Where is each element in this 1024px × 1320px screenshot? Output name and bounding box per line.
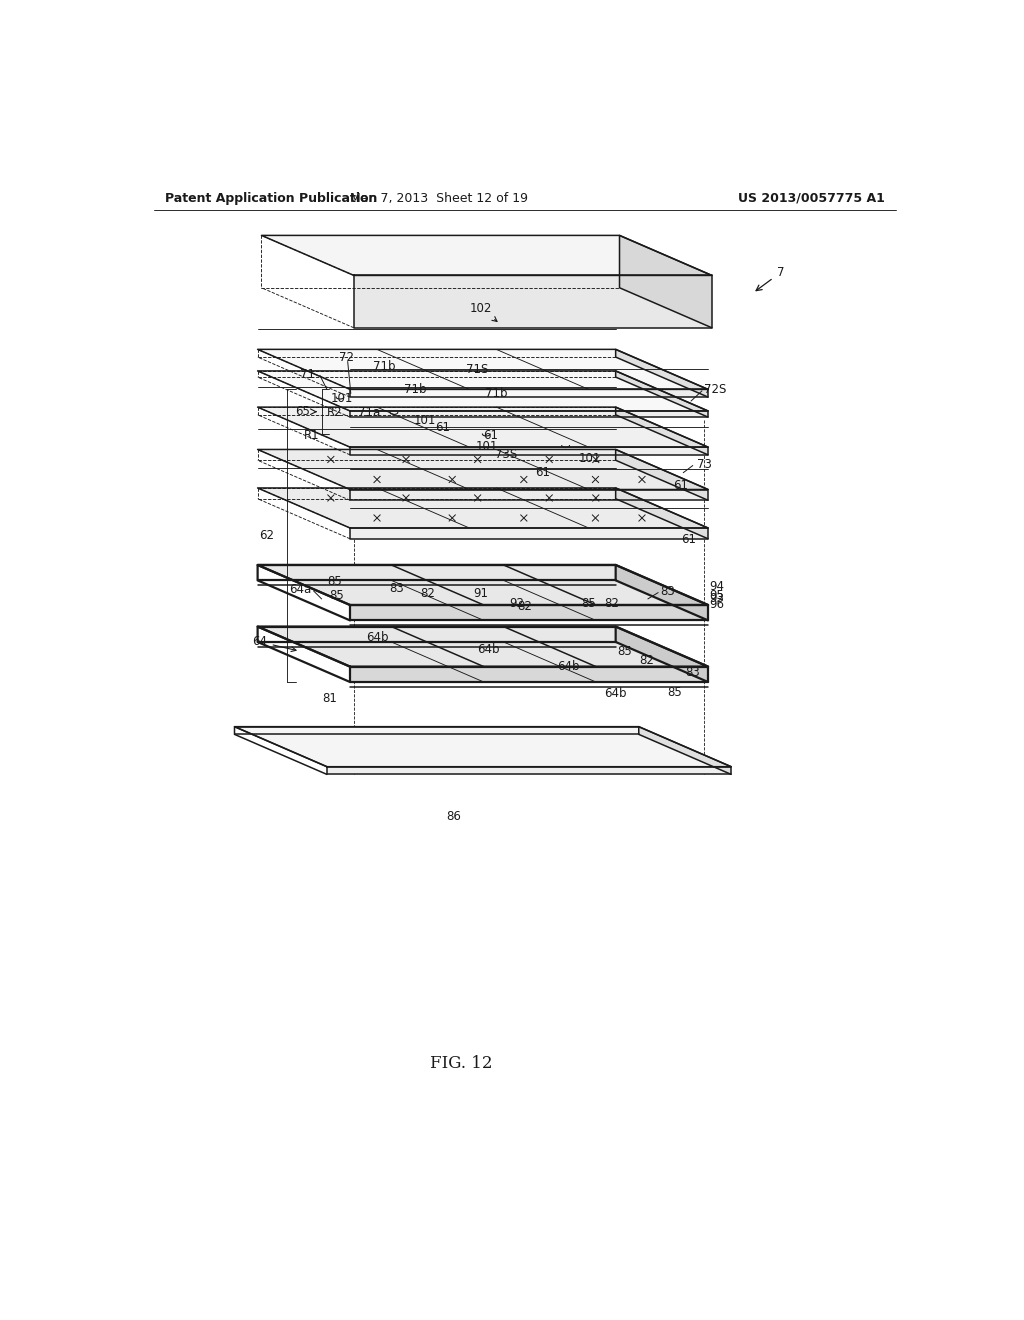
Text: 83: 83 (685, 667, 699, 680)
Text: 91: 91 (473, 587, 488, 601)
Polygon shape (350, 490, 708, 500)
Text: 73: 73 (696, 458, 712, 471)
Polygon shape (615, 449, 708, 500)
Text: 64b: 64b (557, 660, 580, 673)
Text: 64a: 64a (289, 583, 311, 597)
Text: 72S: 72S (705, 383, 727, 396)
Text: 83: 83 (660, 585, 675, 598)
Polygon shape (258, 565, 708, 605)
Polygon shape (615, 371, 708, 417)
Text: 82: 82 (517, 601, 532, 612)
Polygon shape (234, 726, 731, 767)
Polygon shape (615, 407, 708, 455)
Polygon shape (354, 276, 712, 327)
Text: 85: 85 (667, 685, 682, 698)
Text: 71b: 71b (404, 383, 427, 396)
Text: 85: 85 (330, 589, 344, 602)
Text: 65: 65 (295, 405, 309, 418)
Polygon shape (258, 627, 708, 667)
Text: US 2013/0057775 A1: US 2013/0057775 A1 (738, 191, 885, 205)
Text: R1: R1 (304, 429, 319, 442)
Text: 83: 83 (389, 582, 403, 594)
Text: 82: 82 (604, 597, 620, 610)
Text: 73S: 73S (496, 449, 517, 462)
Polygon shape (258, 350, 708, 389)
Text: 64: 64 (253, 635, 296, 652)
Polygon shape (350, 447, 708, 455)
Text: 61: 61 (535, 466, 550, 479)
Polygon shape (615, 350, 708, 397)
Polygon shape (350, 528, 708, 539)
Polygon shape (258, 449, 708, 490)
Polygon shape (327, 767, 731, 775)
Text: 7: 7 (777, 265, 784, 279)
Text: FIG. 12: FIG. 12 (430, 1055, 493, 1072)
Text: 64b: 64b (477, 643, 500, 656)
Text: 102: 102 (470, 302, 497, 322)
Polygon shape (615, 488, 708, 539)
Polygon shape (350, 389, 708, 397)
Polygon shape (615, 565, 708, 620)
Text: 64b: 64b (604, 686, 627, 700)
Text: 71b: 71b (374, 360, 396, 372)
Text: 61: 61 (435, 421, 450, 434)
Polygon shape (350, 411, 708, 417)
Text: 82: 82 (420, 587, 435, 601)
Polygon shape (258, 407, 708, 447)
Text: 64b: 64b (366, 631, 388, 644)
Text: 85: 85 (617, 644, 632, 657)
Text: 72: 72 (339, 351, 353, 363)
Text: 81: 81 (322, 693, 337, 705)
Polygon shape (258, 371, 708, 411)
Text: 101: 101 (414, 413, 436, 426)
Text: 86: 86 (446, 810, 462, 824)
Text: 85: 85 (328, 576, 342, 589)
Text: 101: 101 (331, 392, 353, 405)
Text: 61: 61 (674, 479, 688, 492)
Polygon shape (620, 235, 712, 327)
Text: 92: 92 (510, 597, 524, 610)
Text: 101: 101 (475, 440, 498, 453)
Text: 94: 94 (710, 579, 725, 593)
Polygon shape (639, 726, 731, 775)
Text: 93: 93 (710, 593, 724, 606)
Text: 71b: 71b (485, 387, 508, 400)
Text: Patent Application Publication: Patent Application Publication (165, 191, 378, 205)
Polygon shape (615, 627, 708, 682)
Text: Mar. 7, 2013  Sheet 12 of 19: Mar. 7, 2013 Sheet 12 of 19 (349, 191, 527, 205)
Text: 71S: 71S (466, 363, 488, 376)
Polygon shape (350, 605, 708, 620)
Text: 62: 62 (259, 529, 274, 543)
Polygon shape (350, 667, 708, 682)
Text: 71: 71 (300, 367, 315, 380)
Text: 71a: 71a (358, 407, 380, 418)
Text: R2: R2 (327, 407, 342, 418)
Text: 95: 95 (710, 589, 724, 602)
Text: 85: 85 (582, 597, 596, 610)
Text: 61: 61 (681, 533, 696, 546)
Polygon shape (261, 235, 712, 276)
Text: 82: 82 (639, 653, 654, 667)
Text: 101: 101 (579, 453, 601, 465)
Text: 96: 96 (710, 598, 725, 611)
Text: 61: 61 (483, 429, 499, 442)
Polygon shape (258, 488, 708, 528)
